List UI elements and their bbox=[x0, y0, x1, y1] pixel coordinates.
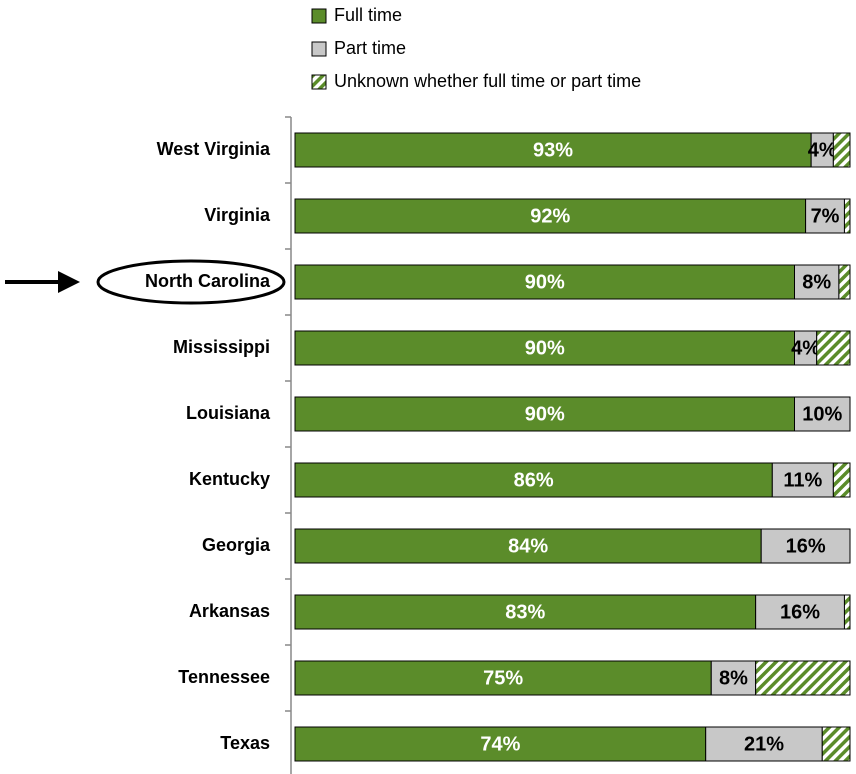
data-label: 86% bbox=[514, 469, 554, 491]
legend-swatch bbox=[311, 8, 327, 24]
category-label: North Carolina bbox=[145, 271, 271, 291]
bar-segment bbox=[294, 330, 795, 366]
bar-segment bbox=[832, 462, 851, 498]
data-label: 4% bbox=[808, 139, 837, 161]
legend-swatch bbox=[311, 74, 327, 90]
category-label: Virginia bbox=[204, 205, 271, 225]
data-label: 90% bbox=[525, 271, 565, 293]
bar-segment bbox=[755, 594, 845, 630]
bar-segment bbox=[805, 198, 845, 234]
category-label: Mississippi bbox=[173, 337, 270, 357]
legend-swatch bbox=[311, 41, 327, 57]
bar-segment bbox=[843, 594, 851, 630]
data-label: 84% bbox=[508, 535, 548, 557]
bar-segment bbox=[294, 462, 773, 498]
data-label: 8% bbox=[802, 271, 831, 293]
category-label: Georgia bbox=[202, 535, 271, 555]
legend-label: Part time bbox=[334, 38, 406, 58]
data-label: 74% bbox=[480, 733, 520, 755]
data-label: 83% bbox=[505, 601, 545, 623]
data-label: 7% bbox=[811, 205, 840, 227]
data-label: 16% bbox=[786, 535, 826, 557]
bar-segment bbox=[294, 264, 795, 300]
bar-segment bbox=[705, 726, 823, 762]
bar-segment bbox=[294, 528, 762, 564]
bar-segment bbox=[294, 132, 812, 168]
bar-segment bbox=[294, 396, 795, 432]
data-label: 92% bbox=[530, 205, 570, 227]
bar-segment bbox=[816, 330, 851, 366]
data-label: 21% bbox=[744, 733, 784, 755]
bar-segment bbox=[771, 462, 834, 498]
data-label: 4% bbox=[791, 337, 820, 359]
category-label: Texas bbox=[220, 733, 270, 753]
arrow-head bbox=[58, 271, 80, 293]
legend-label: Unknown whether full time or part time bbox=[334, 71, 641, 91]
data-label: 75% bbox=[483, 667, 523, 689]
bar-segment bbox=[294, 726, 707, 762]
bar-segment bbox=[821, 726, 851, 762]
data-label: 8% bbox=[719, 667, 748, 689]
category-label: Kentucky bbox=[189, 469, 270, 489]
bar-segment bbox=[794, 264, 840, 300]
bar-segment bbox=[755, 660, 851, 696]
highlight-ellipse bbox=[96, 259, 286, 305]
bar-segment bbox=[760, 528, 851, 564]
category-label: Arkansas bbox=[189, 601, 270, 621]
bar-segment bbox=[294, 198, 807, 234]
highlight-annotation bbox=[5, 259, 286, 305]
data-label: 10% bbox=[802, 403, 842, 425]
bar-segment bbox=[843, 198, 851, 234]
bar-segment bbox=[294, 660, 712, 696]
data-label: 90% bbox=[525, 403, 565, 425]
bar-segment bbox=[294, 594, 757, 630]
category-label: Louisiana bbox=[186, 403, 271, 423]
bar-segment bbox=[838, 264, 851, 300]
data-label: 16% bbox=[780, 601, 820, 623]
data-label: 11% bbox=[783, 469, 822, 491]
bar-segment bbox=[794, 396, 851, 432]
data-label: 93% bbox=[533, 139, 573, 161]
category-label: West Virginia bbox=[157, 139, 271, 159]
bar-segment bbox=[832, 132, 851, 168]
legend-label: Full time bbox=[334, 5, 402, 25]
data-label: 90% bbox=[525, 337, 565, 359]
category-label: Tennessee bbox=[178, 667, 270, 687]
